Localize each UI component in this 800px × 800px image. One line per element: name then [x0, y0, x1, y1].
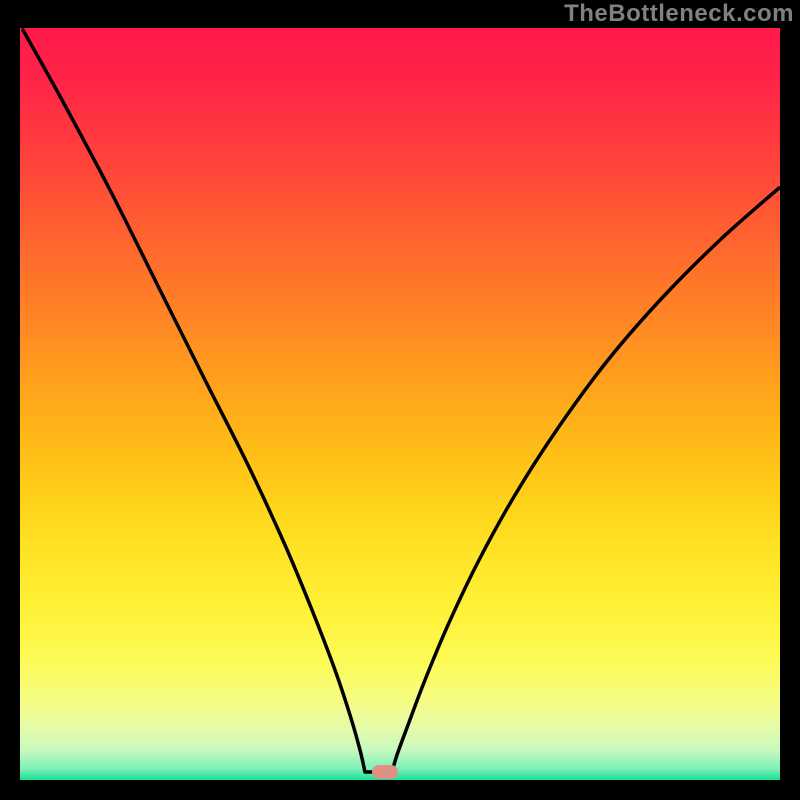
bottleneck-chart [0, 0, 800, 800]
plot-background-gradient [20, 28, 780, 780]
watermark-text: TheBottleneck.com [564, 0, 794, 28]
optimum-marker [372, 765, 398, 779]
